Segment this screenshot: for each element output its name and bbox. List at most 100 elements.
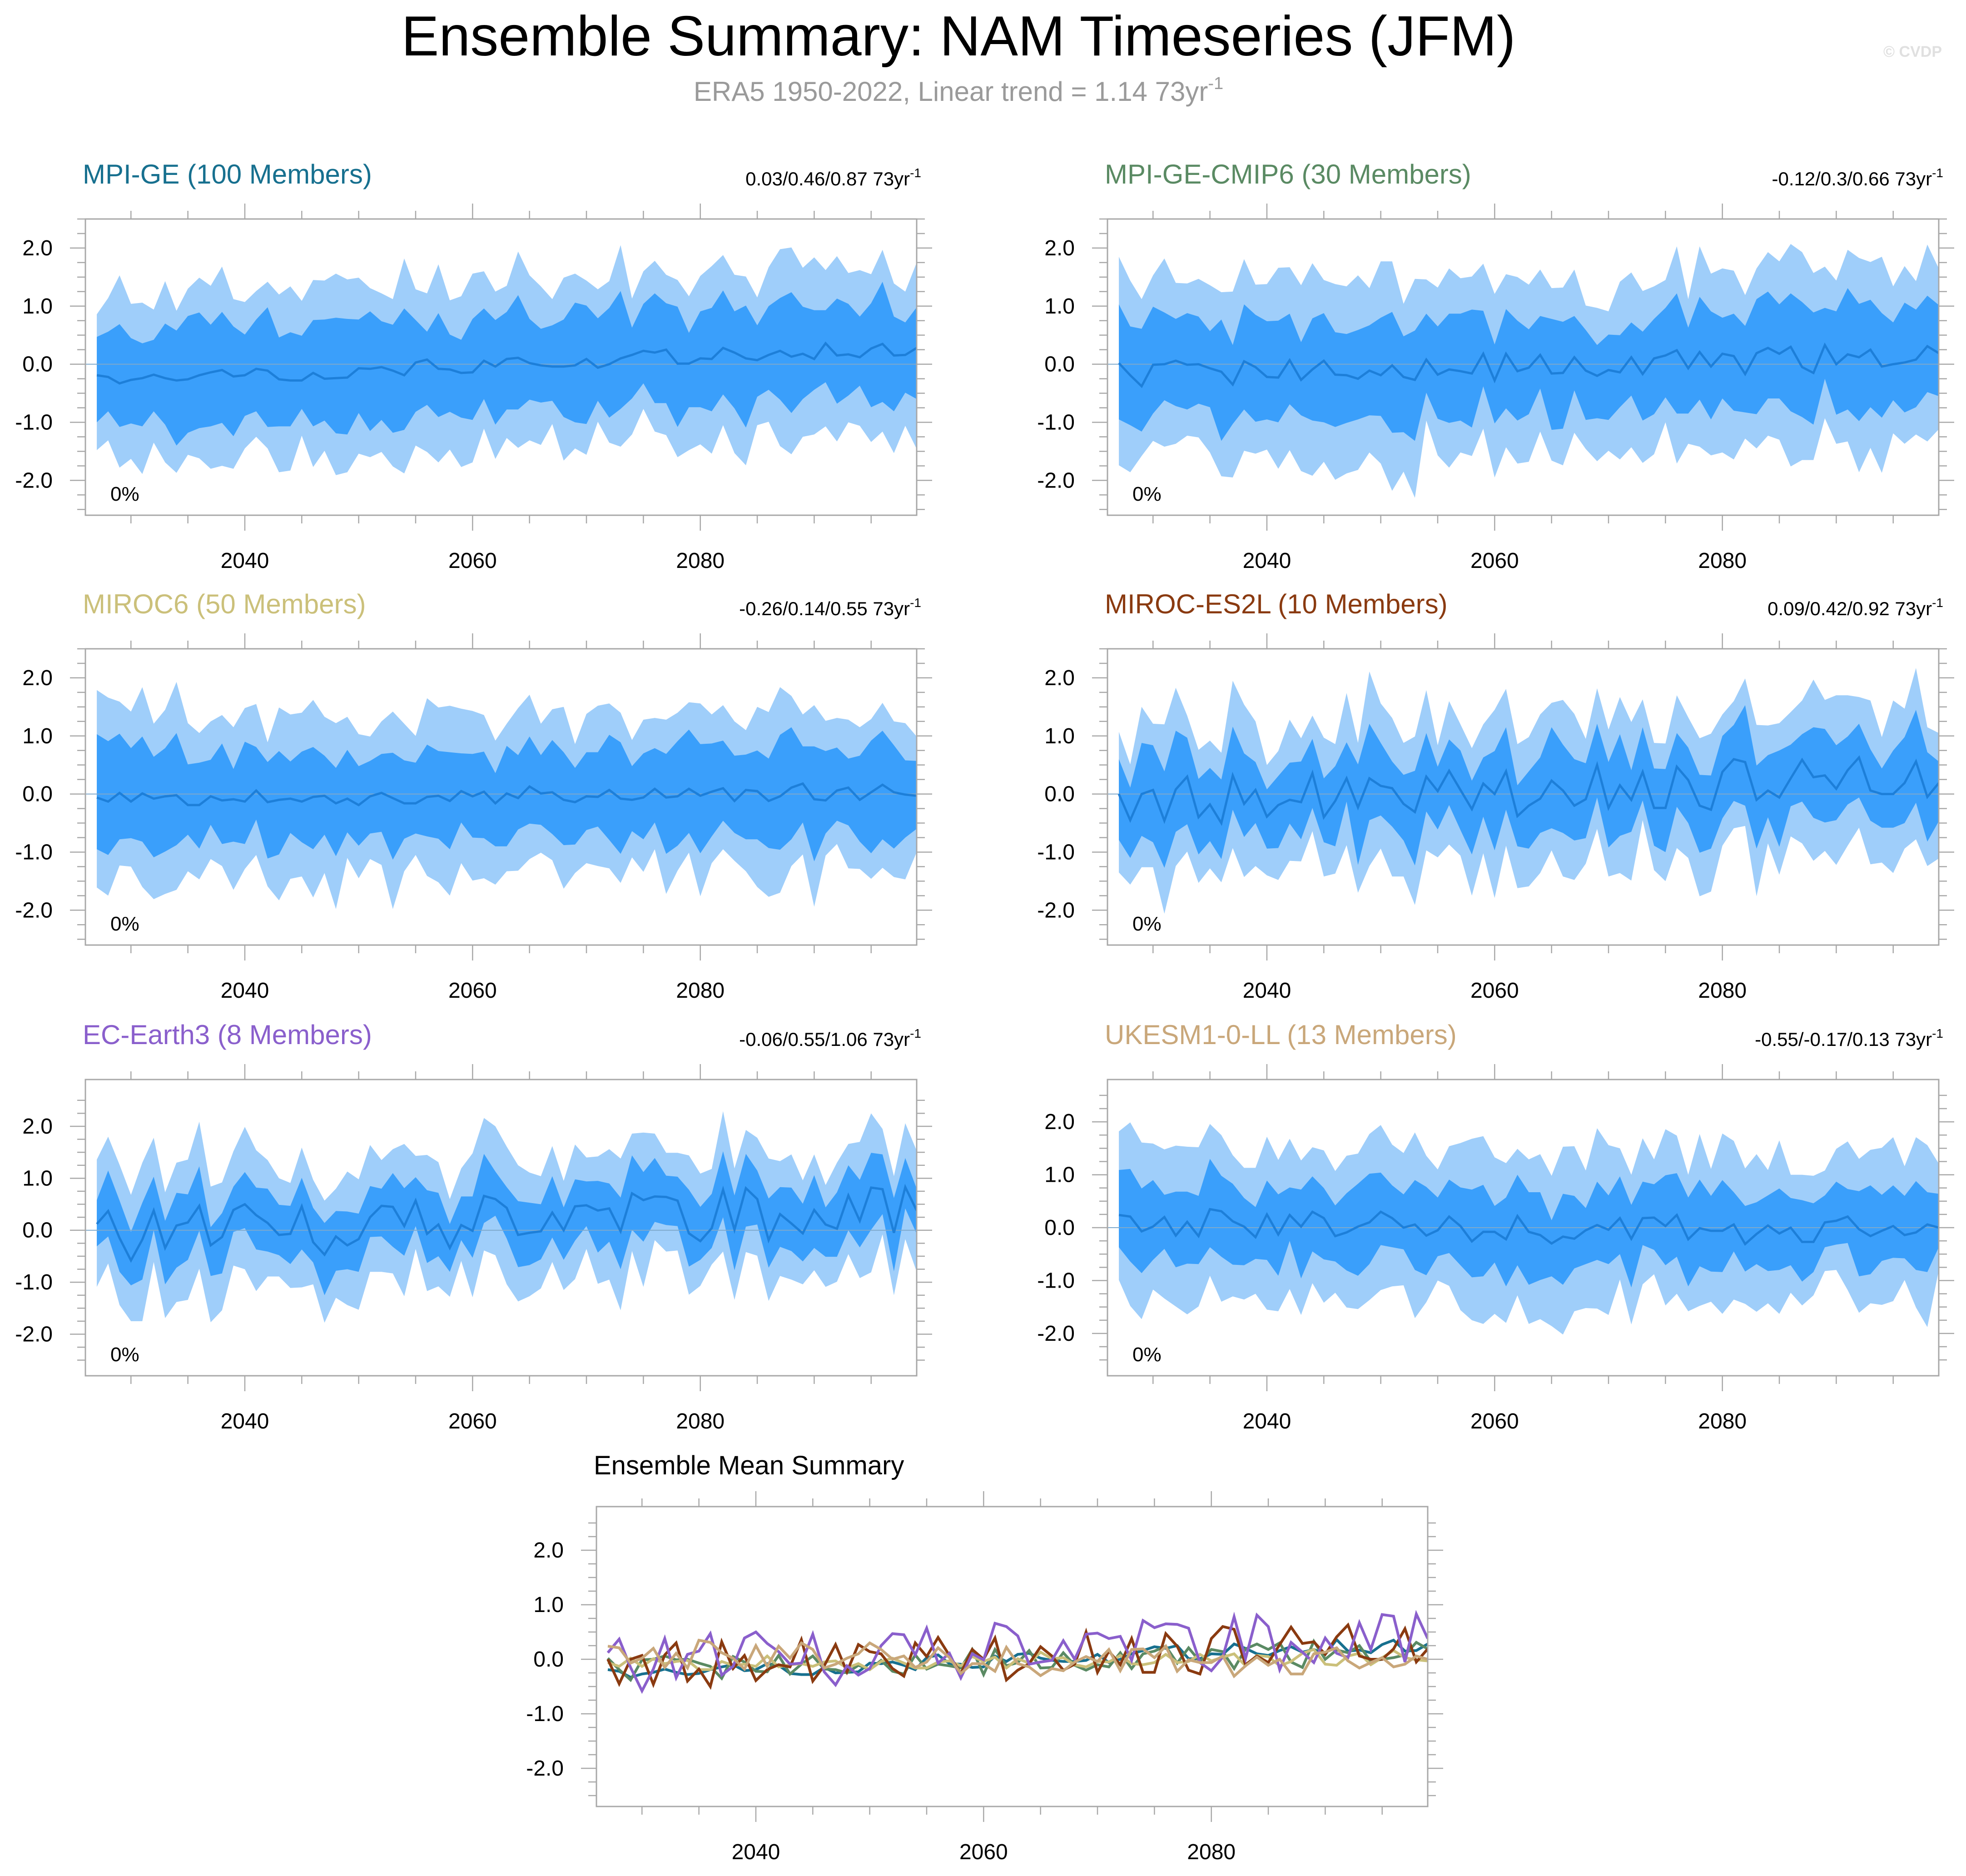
plot-frame xyxy=(1107,648,1940,946)
y-tick-label: -1.0 xyxy=(15,410,53,434)
y-tick-label: 1.0 xyxy=(22,1166,53,1190)
plot-area xyxy=(606,1610,1428,1694)
panel-ec-earth3: EC-Earth3 (8 Members) -0.06/0.55/1.06 73y… xyxy=(15,1020,932,1433)
plot-area xyxy=(85,682,917,909)
x-tick-label: 2040 xyxy=(1243,1409,1291,1433)
plot-frame xyxy=(84,1079,918,1377)
y-tick-label: -2.0 xyxy=(15,898,53,922)
x-tick-label: 2060 xyxy=(1470,1409,1519,1433)
ensemble-mean-line xyxy=(1117,755,1939,826)
y-tick-label: 2.0 xyxy=(1044,666,1075,690)
y-tick-label: 0.0 xyxy=(22,1219,53,1243)
y-tick-label: 2.0 xyxy=(22,666,53,690)
panel-ensemble-mean: Ensemble Mean Summary 2.0 1.0 0.0 -1.0 -2.0 20… xyxy=(526,1451,1443,1864)
watermark: © CVDP xyxy=(1883,43,1942,60)
x-tick-label: 2080 xyxy=(1187,1840,1236,1864)
y-tick-label: 0.0 xyxy=(1044,353,1075,377)
x-tick-label: 2060 xyxy=(1470,549,1519,573)
x-tick-label: 2080 xyxy=(676,1409,725,1433)
y-tick-label: 0.0 xyxy=(22,353,53,377)
plot-frame xyxy=(1107,218,1940,516)
figure-subtitle: ERA5 1950-2022, Linear trend = 1.14 73yr… xyxy=(694,74,1223,107)
x-tick-label: 2060 xyxy=(1470,979,1519,1003)
y-tick-label: 1.0 xyxy=(22,724,53,748)
y-tick-label: -1.0 xyxy=(1037,1269,1075,1293)
y-tick-label: -2.0 xyxy=(1037,468,1075,493)
x-tick-label: 2040 xyxy=(1243,549,1291,573)
trend-label: -0.26/0.14/0.55 73yr-1 xyxy=(739,596,921,619)
x-tick-label: 2040 xyxy=(221,549,269,573)
x-tick-label: 2060 xyxy=(448,1409,497,1433)
y-tick-label: 0.0 xyxy=(22,782,53,806)
y-tick-label: 1.0 xyxy=(1044,294,1075,318)
plot-frame xyxy=(84,218,918,516)
trend-label: 0.09/0.42/0.92 73yr-1 xyxy=(1767,596,1943,619)
trend-label: 0.03/0.46/0.87 73yr-1 xyxy=(745,166,921,189)
y-tick-label: -2.0 xyxy=(15,468,53,493)
y-tick-label: -2.0 xyxy=(1037,1322,1075,1346)
panel-title: MIROC-ES2L (10 Members) xyxy=(1105,589,1448,619)
plot-area xyxy=(85,245,917,475)
plot-area xyxy=(1107,668,1939,914)
plot-area xyxy=(1107,1122,1939,1335)
trend-label: -0.06/0.55/1.06 73yr-1 xyxy=(739,1026,921,1050)
plot-area xyxy=(1107,244,1939,498)
x-tick-label: 2060 xyxy=(448,979,497,1003)
panel-title: MPI-GE-CMIP6 (30 Members) xyxy=(1105,159,1471,189)
trend-label: -0.12/0.3/0.66 73yr-1 xyxy=(1772,166,1943,189)
mean-series-miroc6 xyxy=(607,1647,1428,1672)
band-25-75 xyxy=(97,1151,917,1295)
ensemble-mean-line xyxy=(96,341,917,385)
ensemble-mean-line xyxy=(96,1184,917,1263)
percent-label: 0% xyxy=(1132,1344,1162,1366)
panel-title: UKESM1-0-LL (13 Members) xyxy=(1105,1020,1457,1050)
panel-miroc6: MIROC6 (50 Members) -0.26/0.14/0.55 73yr-… xyxy=(15,589,932,1003)
x-tick-label: 2060 xyxy=(959,1840,1008,1864)
y-tick-label: 2.0 xyxy=(1044,236,1075,260)
band-25-75 xyxy=(97,282,917,446)
panel-title: MPI-GE (100 Members) xyxy=(83,159,372,189)
ensemble-mean-line xyxy=(1118,1208,1939,1246)
x-tick-label: 2080 xyxy=(1698,549,1747,573)
band-25-75 xyxy=(1119,705,1939,868)
x-tick-label: 2040 xyxy=(221,979,269,1003)
y-tick-label: 1.0 xyxy=(22,294,53,318)
ensemble-mean-line xyxy=(96,782,917,806)
panel-miroc-es2l: MIROC-ES2L (10 Members) 0.09/0.42/0.92 73… xyxy=(1037,589,1954,1003)
y-tick-label: 1.0 xyxy=(1044,1163,1075,1187)
x-tick-label: 2060 xyxy=(448,549,497,573)
y-tick-label: 2.0 xyxy=(1044,1110,1075,1134)
band-25-75 xyxy=(1119,1159,1939,1288)
y-tick-label: 0.0 xyxy=(1044,1216,1075,1240)
y-tick-label: -1.0 xyxy=(1037,840,1075,864)
y-tick-label: 1.0 xyxy=(1044,724,1075,748)
x-tick-label: 2080 xyxy=(1698,1409,1747,1433)
y-tick-label: 2.0 xyxy=(533,1538,564,1563)
y-tick-label: 0.0 xyxy=(533,1647,564,1672)
trend-label: -0.55/-0.17/0.13 73yr-1 xyxy=(1755,1026,1943,1050)
x-tick-label: 2080 xyxy=(676,549,725,573)
y-tick-label: -2.0 xyxy=(15,1322,53,1346)
panel-title: EC-Earth3 (8 Members) xyxy=(83,1020,372,1050)
plot-frame xyxy=(596,1506,1429,1807)
panel-mpi-ge-cmip6: MPI-GE-CMIP6 (30 Members) -0.12/0.3/0.66 … xyxy=(1037,159,1954,573)
y-tick-label: -1.0 xyxy=(15,1270,53,1294)
ensemble-mean-line xyxy=(1118,342,1939,388)
percent-label: 0% xyxy=(110,483,139,505)
y-tick-label: 2.0 xyxy=(22,1115,53,1139)
y-tick-label: -1.0 xyxy=(526,1702,564,1726)
x-tick-label: 2040 xyxy=(732,1840,780,1864)
x-tick-label: 2040 xyxy=(221,1409,269,1433)
x-tick-label: 2080 xyxy=(1698,979,1747,1003)
panel-mpi-ge: MPI-GE (100 Members) 0.03/0.46/0.87 73yr-… xyxy=(15,159,932,573)
y-tick-label: -2.0 xyxy=(1037,898,1075,922)
y-tick-label: 2.0 xyxy=(22,236,53,260)
percent-label: 0% xyxy=(1132,913,1162,935)
panel-title: Ensemble Mean Summary xyxy=(594,1451,904,1480)
mean-series-miroc-es2l xyxy=(606,1622,1428,1690)
percent-label: 0% xyxy=(110,1344,139,1366)
y-tick-label: 1.0 xyxy=(533,1593,564,1617)
y-tick-label: -1.0 xyxy=(1037,410,1075,434)
figure-title: Ensemble Summary: NAM Timeseries (JFM) xyxy=(402,5,1516,68)
